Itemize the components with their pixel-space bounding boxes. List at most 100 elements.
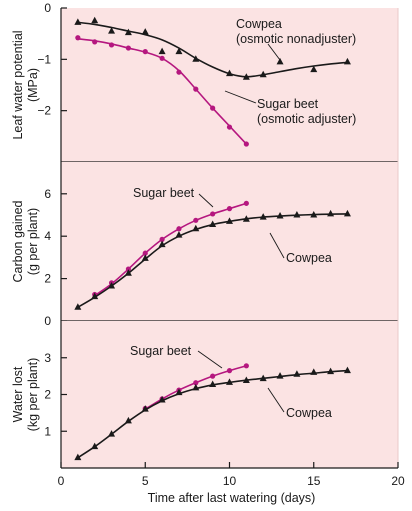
series-label: Cowpea (osmotic nonadjuster) xyxy=(236,17,356,46)
data-point xyxy=(124,28,132,36)
x-tick-label: 5 xyxy=(142,474,149,488)
data-point xyxy=(210,373,216,379)
data-point xyxy=(259,374,267,382)
data-point xyxy=(193,86,199,92)
data-point xyxy=(293,370,301,377)
data-point xyxy=(276,57,284,65)
water-lost-background xyxy=(61,321,398,468)
data-point xyxy=(159,236,165,242)
data-point xyxy=(176,226,182,232)
data-point xyxy=(243,363,249,369)
x-tick-label: 15 xyxy=(307,474,321,488)
data-point xyxy=(210,211,216,217)
carbon-gained-y-tick-label: 0 xyxy=(44,314,51,328)
data-point xyxy=(141,28,149,35)
series-label-line: (osmotic nonadjuster) xyxy=(236,32,356,46)
data-point xyxy=(226,206,233,212)
data-point xyxy=(310,210,318,218)
leaf-water-potential-y-axis-title: Leaf water potential(MPa) xyxy=(11,30,40,139)
data-point xyxy=(193,380,199,386)
data-point xyxy=(74,453,82,461)
data-point xyxy=(91,16,99,24)
data-point xyxy=(209,380,217,388)
data-point xyxy=(108,430,116,437)
x-tick-label: 20 xyxy=(391,474,405,488)
data-point xyxy=(108,42,115,48)
data-point xyxy=(141,405,149,412)
data-point xyxy=(108,27,116,34)
data-point xyxy=(176,69,182,75)
data-point xyxy=(125,266,131,272)
water-lost-y-axis-title-line: (kg per plant) xyxy=(26,358,40,432)
data-point xyxy=(158,240,166,248)
data-point xyxy=(210,105,216,111)
series-label: Cowpea xyxy=(286,406,332,420)
data-point xyxy=(192,55,200,62)
series-sugar-beet xyxy=(75,35,249,147)
data-point xyxy=(142,250,148,256)
water-lost-panel: 1 2 3 Water lost(kg per plant) Sugar beet Cow… xyxy=(11,321,399,469)
data-point xyxy=(276,212,284,219)
series-cowpea xyxy=(74,366,351,461)
water-lost-y-tick-label: 2 xyxy=(44,388,51,402)
data-point xyxy=(108,281,116,289)
data-point xyxy=(175,231,183,238)
data-point xyxy=(91,442,99,450)
data-point xyxy=(125,45,131,51)
data-point xyxy=(293,210,301,218)
data-point xyxy=(226,217,233,224)
data-point xyxy=(158,47,166,55)
series-cowpea xyxy=(74,16,351,80)
data-point xyxy=(75,35,81,41)
series-label-line: Cowpea xyxy=(236,17,282,31)
data-point xyxy=(327,209,335,217)
x-tick-label: 0 xyxy=(58,474,65,488)
data-point xyxy=(226,69,233,77)
data-point xyxy=(226,368,233,374)
water-lost-y-axis-title-line: Water lost xyxy=(11,366,25,422)
data-point xyxy=(193,217,199,223)
data-point xyxy=(242,215,250,222)
data-point xyxy=(327,367,335,375)
data-point xyxy=(158,395,166,403)
series-label: Cowpea xyxy=(286,251,332,265)
data-point xyxy=(124,416,132,424)
water-lost-y-tick-label: 3 xyxy=(44,351,51,365)
series-label-leader xyxy=(198,193,214,208)
series-label: Sugar beet xyxy=(130,344,192,358)
x-axis: 0 5 10 15 20 xyxy=(58,462,405,488)
data-point xyxy=(92,39,98,45)
carbon-gained-y-axis-title-line: Carbon gained xyxy=(11,200,25,282)
series-label-line: Sugar beet xyxy=(130,344,192,358)
series-label-line: Sugar beet xyxy=(133,186,195,200)
data-point xyxy=(226,378,233,385)
leaf-water-potential-y-axis-title-line: (MPa) xyxy=(26,68,40,102)
series-label-leader xyxy=(197,350,223,369)
series-line xyxy=(94,202,247,297)
data-point xyxy=(276,372,284,379)
series-label-line: Cowpea xyxy=(286,406,332,420)
series-label: Sugar beet (osmotic adjuster) xyxy=(257,97,356,126)
data-point xyxy=(124,269,132,276)
carbon-gained-background xyxy=(61,162,398,321)
data-point xyxy=(192,383,200,391)
carbon-gained-y-tick-label: 2 xyxy=(44,272,51,286)
water-lost-y-tick-label: 1 xyxy=(44,424,51,438)
data-point xyxy=(259,213,267,220)
carbon-gained-y-tick-label: 6 xyxy=(44,187,51,201)
data-point xyxy=(343,57,351,65)
data-point xyxy=(192,224,200,232)
data-point xyxy=(243,141,249,147)
data-point xyxy=(74,303,82,310)
data-point xyxy=(242,376,250,384)
leaf-water-potential-y-tick-label: 0 xyxy=(44,1,51,15)
series-cowpea xyxy=(74,209,351,310)
x-tick-label: 10 xyxy=(223,474,237,488)
data-point xyxy=(175,388,183,396)
data-point xyxy=(142,49,148,55)
data-point xyxy=(259,70,267,78)
data-point xyxy=(209,220,217,228)
data-point xyxy=(74,18,82,25)
